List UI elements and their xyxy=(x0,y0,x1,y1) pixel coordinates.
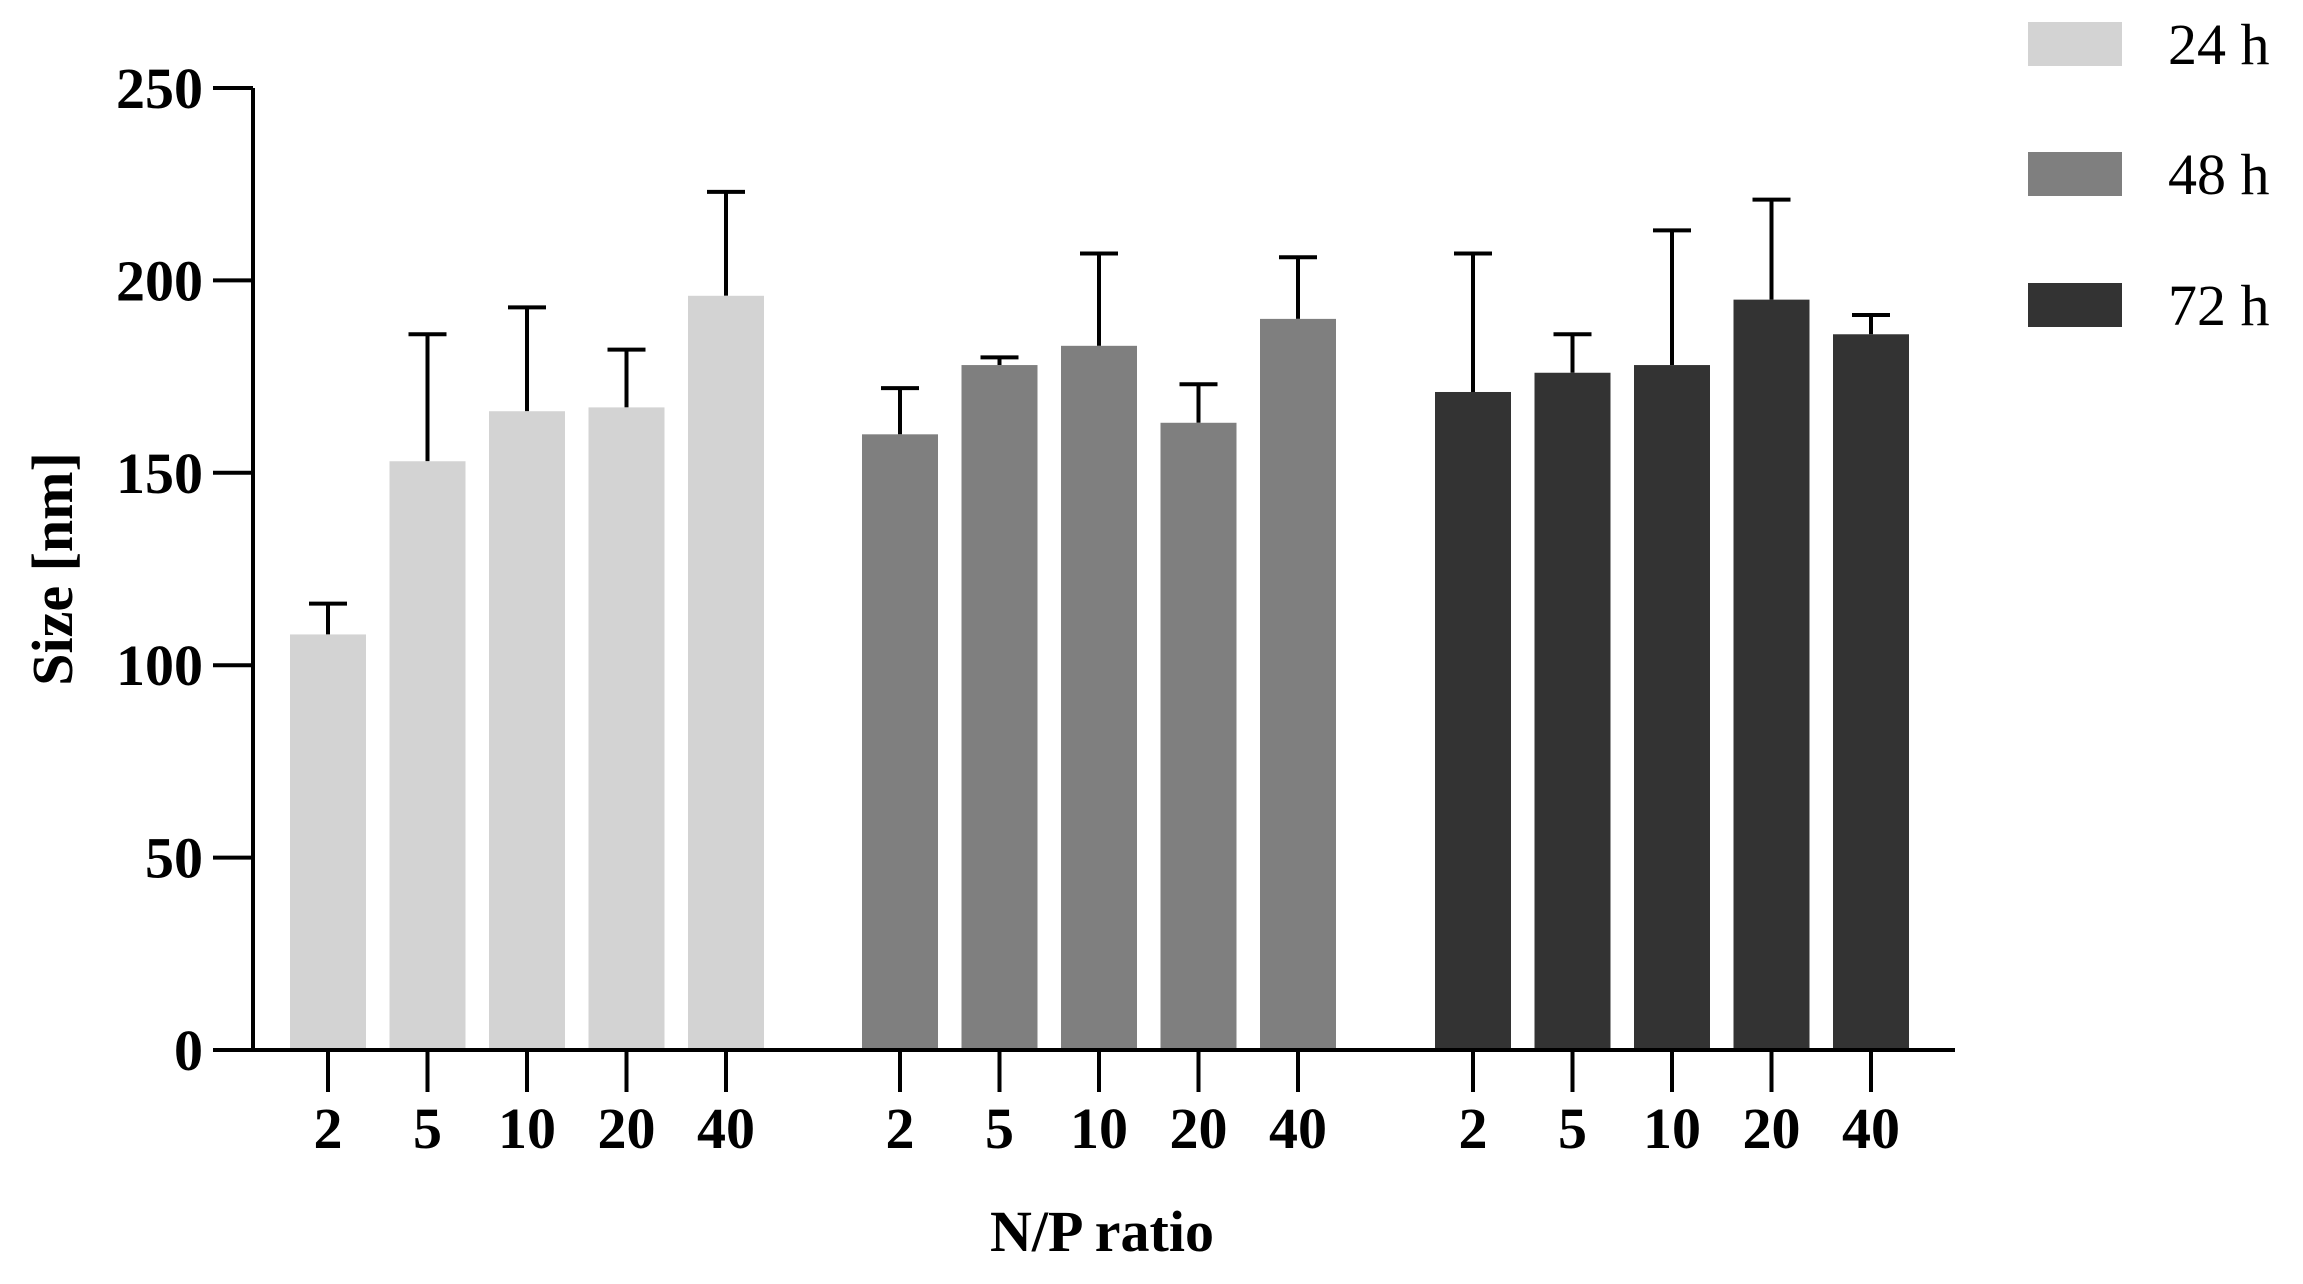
bar xyxy=(1733,299,1810,1050)
x-tick-label: 5 xyxy=(985,1096,1014,1161)
legend-label: 48 h xyxy=(2168,142,2270,207)
bar xyxy=(389,461,466,1051)
x-tick-label: 20 xyxy=(1743,1096,1801,1161)
bar xyxy=(688,295,764,1050)
bar xyxy=(1160,422,1237,1050)
y-tick-label: 0 xyxy=(174,1018,203,1083)
x-tick-label: 2 xyxy=(314,1096,343,1161)
x-tick-label: 2 xyxy=(1459,1096,1488,1161)
x-tick-label: 10 xyxy=(498,1096,556,1161)
x-tick-label: 20 xyxy=(1170,1096,1228,1161)
x-tick-label: 20 xyxy=(598,1096,656,1161)
x-ticks: 2 5 10 20 40 2 5 10 20 40 2 5 10 20 40 xyxy=(314,1050,1900,1161)
bar xyxy=(862,434,938,1050)
legend-label: 72 h xyxy=(2168,273,2270,338)
y-tick-label: 100 xyxy=(116,633,203,698)
x-tick-label: 10 xyxy=(1643,1096,1701,1161)
bar xyxy=(1833,334,1909,1051)
x-tick-label: 40 xyxy=(1842,1096,1900,1161)
bar xyxy=(588,407,665,1050)
bar xyxy=(290,634,366,1050)
x-axis-title: N/P ratio xyxy=(990,1199,1214,1264)
bar xyxy=(961,365,1038,1050)
bar xyxy=(1534,372,1611,1050)
legend-swatch xyxy=(2028,152,2122,196)
bar xyxy=(489,411,565,1050)
bar xyxy=(1260,318,1336,1050)
legend-swatch xyxy=(2028,283,2122,327)
bar xyxy=(1435,391,1511,1050)
y-tick-label: 150 xyxy=(116,441,203,506)
bars-layer xyxy=(290,189,1909,1051)
y-ticks: 0 50 100 150 200 250 xyxy=(116,56,253,1083)
bar xyxy=(1061,345,1137,1050)
legend: 24 h 48 h 72 h xyxy=(2028,12,2270,338)
x-tick-label: 5 xyxy=(1558,1096,1587,1161)
bar xyxy=(1634,365,1710,1050)
x-tick-label: 40 xyxy=(697,1096,755,1161)
legend-label: 24 h xyxy=(2168,12,2270,77)
legend-swatch xyxy=(2028,22,2122,66)
x-tick-label: 40 xyxy=(1269,1096,1327,1161)
y-axis-title: Size [nm] xyxy=(20,452,85,686)
y-tick-label: 250 xyxy=(116,56,203,121)
x-tick-label: 2 xyxy=(886,1096,915,1161)
y-tick-label: 50 xyxy=(145,826,203,891)
x-tick-label: 5 xyxy=(413,1096,442,1161)
x-tick-label: 10 xyxy=(1070,1096,1128,1161)
y-tick-label: 200 xyxy=(116,248,203,313)
